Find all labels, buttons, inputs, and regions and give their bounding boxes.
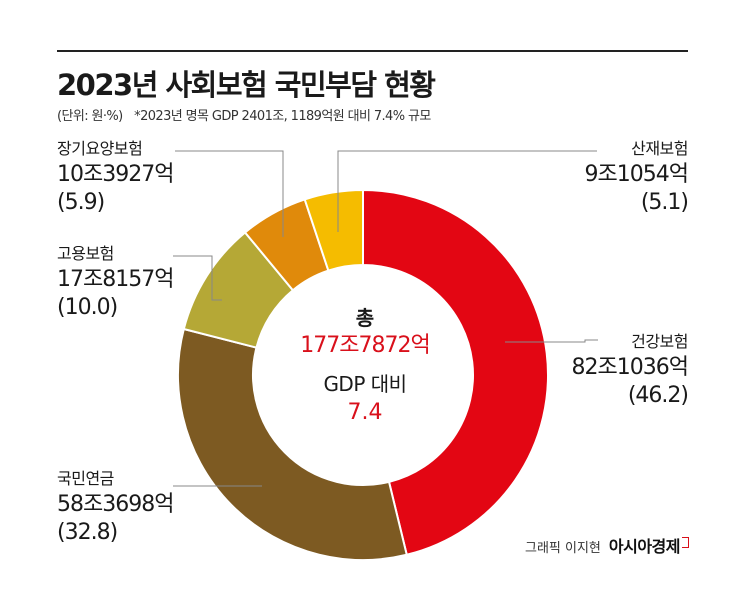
center-gdp-label: GDP 대비 xyxy=(323,372,407,396)
credit: 그래픽 이지현 아시아경제 xyxy=(525,533,689,557)
label-name-employment: 고용보험 xyxy=(57,244,114,263)
label-employment: 고용보험 17조8157억 (10.0) xyxy=(57,242,174,322)
chart-subtitle: (단위: 원·%) *2023년 명목 GDP 2401조, 1189억원 대비… xyxy=(57,105,431,124)
label-amount-industrial: 9조1054억 xyxy=(584,162,689,187)
label-amount-longterm: 10조3927억 xyxy=(57,162,174,187)
top-rule xyxy=(57,50,688,52)
label-percent-pension: (32.8) xyxy=(57,520,118,545)
gdp-note: *2023년 명목 GDP 2401조, 1189억원 대비 7.4% 규모 xyxy=(134,109,431,124)
unit-note: (단위: 원·%) xyxy=(57,109,123,124)
label-longterm: 장기요양보험 10조3927억 (5.9) xyxy=(57,137,174,217)
label-name-longterm: 장기요양보험 xyxy=(57,139,143,158)
label-pension: 국민연금 58조3698억 (32.8) xyxy=(57,467,174,547)
leader-line-employment xyxy=(173,255,222,301)
label-name-industrial: 산재보험 xyxy=(631,139,688,158)
donut-center: 총 177조7872억 GDP 대비 7.4 xyxy=(280,305,450,427)
center-gdp-value: 7.4 xyxy=(347,400,383,425)
label-amount-pension: 58조3698억 xyxy=(57,492,174,517)
label-percent-health: (46.2) xyxy=(627,383,689,408)
label-percent-industrial: (5.1) xyxy=(640,190,689,215)
leader-line-longterm xyxy=(175,150,284,237)
label-name-pension: 국민연금 xyxy=(57,469,114,488)
slice-industrial xyxy=(303,188,364,272)
label-health: 건강보험 82조1036억 (46.2) xyxy=(571,330,689,410)
label-amount-health: 82조1036억 xyxy=(571,355,689,380)
slice-health xyxy=(362,188,549,556)
credit-graphic: 그래픽 이지현 xyxy=(524,541,601,556)
label-amount-employment: 17조8157억 xyxy=(57,267,174,292)
brand-mark-icon xyxy=(682,537,689,548)
chart-title: 2023년 사회보험 국민부담 현황 xyxy=(57,68,436,102)
center-total-value: 177조7872억 xyxy=(300,333,430,358)
label-industrial: 산재보험 9조1054억 (5.1) xyxy=(584,137,689,217)
leader-line-health xyxy=(505,339,598,343)
center-total-label: 총 xyxy=(355,306,375,330)
label-percent-longterm: (5.9) xyxy=(57,190,105,215)
label-name-health: 건강보험 xyxy=(631,332,688,351)
slice-pension xyxy=(177,327,408,561)
leader-line-industrial xyxy=(337,150,597,232)
label-percent-employment: (10.0) xyxy=(57,295,118,320)
credit-brand: 아시아경제 xyxy=(608,537,681,556)
